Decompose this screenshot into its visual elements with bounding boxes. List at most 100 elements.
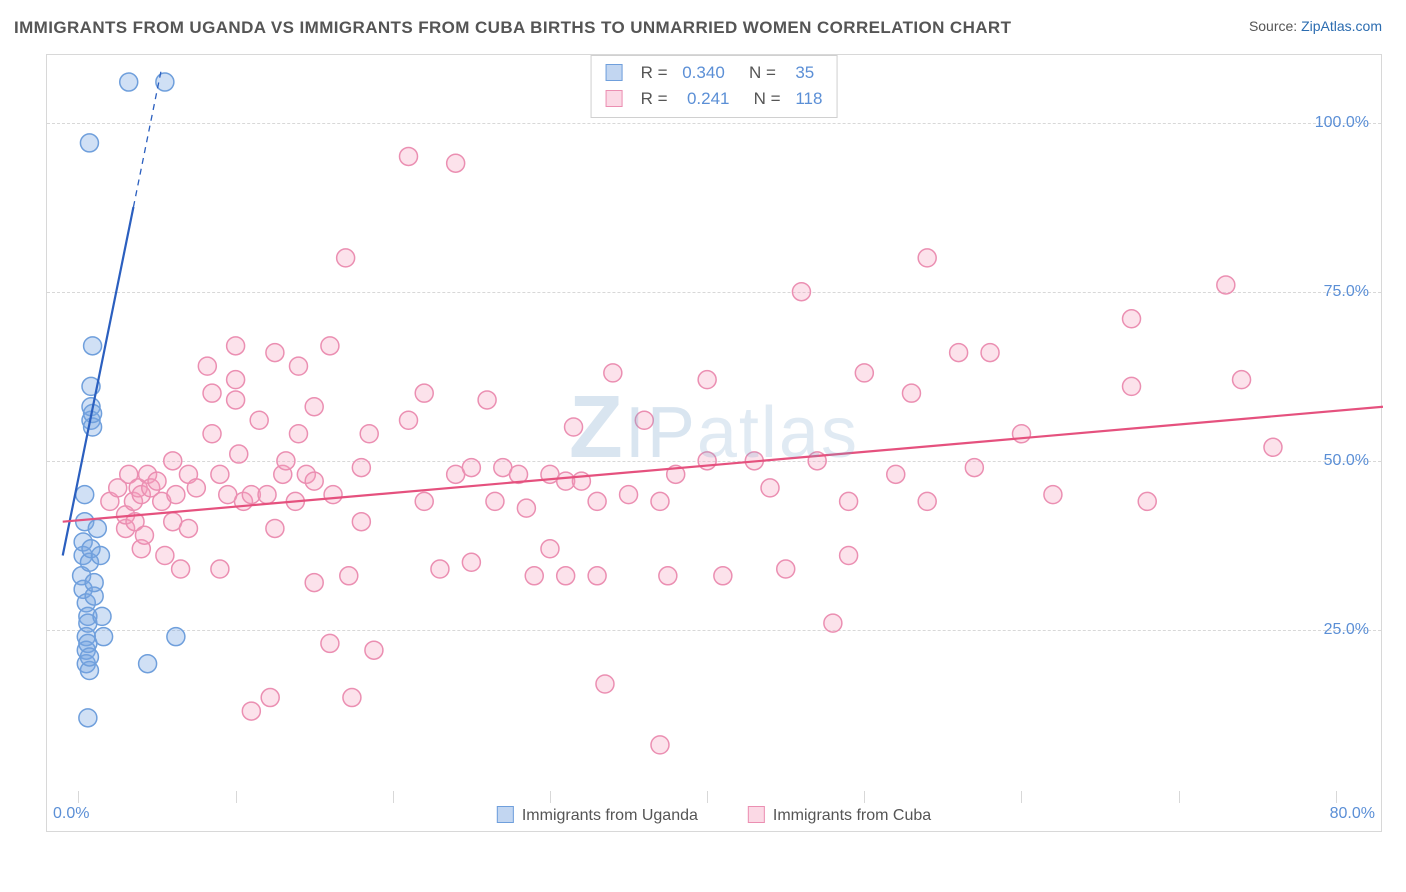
x-tick-label-left: 0.0% (53, 805, 89, 823)
scatter-point-cuba (1044, 486, 1062, 504)
r-value-cuba: 0.241 (687, 86, 730, 112)
scatter-point-cuba (164, 452, 182, 470)
scatter-point-cuba (324, 486, 342, 504)
plot-svg (47, 55, 1383, 833)
scatter-point-uganda (120, 73, 138, 91)
chart-title: IMMIGRANTS FROM UGANDA VS IMMIGRANTS FRO… (14, 18, 1011, 38)
scatter-point-cuba (305, 472, 323, 490)
scatter-point-cuba (588, 567, 606, 585)
scatter-point-cuba (557, 567, 575, 585)
scatter-point-cuba (431, 560, 449, 578)
scatter-point-cuba (604, 364, 622, 382)
scatter-point-cuba (352, 459, 370, 477)
scatter-point-cuba (698, 371, 716, 389)
scatter-point-cuba (179, 519, 197, 537)
swatch-cuba (606, 90, 623, 107)
scatter-point-cuba (305, 398, 323, 416)
scatter-point-cuba (950, 344, 968, 362)
scatter-point-cuba (337, 249, 355, 267)
scatter-point-cuba (250, 411, 268, 429)
legend-swatch-cuba (748, 806, 765, 823)
scatter-point-uganda (80, 134, 98, 152)
scatter-point-cuba (400, 411, 418, 429)
bottom-legend: Immigrants from Uganda Immigrants from C… (497, 806, 931, 825)
scatter-point-cuba (918, 249, 936, 267)
legend-item-cuba: Immigrants from Cuba (748, 806, 931, 825)
scatter-point-cuba (840, 547, 858, 565)
legend-item-uganda: Immigrants from Uganda (497, 806, 698, 825)
scatter-point-cuba (565, 418, 583, 436)
scatter-point-cuba (588, 492, 606, 510)
scatter-point-cuba (167, 486, 185, 504)
scatter-point-cuba (1233, 371, 1251, 389)
scatter-point-cuba (1217, 276, 1235, 294)
scatter-point-cuba (227, 391, 245, 409)
scatter-point-cuba (840, 492, 858, 510)
scatter-point-cuba (135, 526, 153, 544)
scatter-point-uganda (84, 337, 102, 355)
scatter-point-cuba (400, 147, 418, 165)
scatter-point-cuba (541, 540, 559, 558)
scatter-point-uganda (91, 547, 109, 565)
scatter-point-cuba (478, 391, 496, 409)
scatter-point-uganda (88, 519, 106, 537)
scatter-point-cuba (486, 492, 504, 510)
scatter-point-cuba (352, 513, 370, 531)
scatter-point-cuba (777, 560, 795, 578)
scatter-point-cuba (415, 492, 433, 510)
scatter-point-cuba (1138, 492, 1156, 510)
scatter-point-cuba (651, 736, 669, 754)
scatter-point-cuba (1012, 425, 1030, 443)
scatter-point-cuba (620, 486, 638, 504)
scatter-point-cuba (261, 689, 279, 707)
scatter-point-cuba (203, 384, 221, 402)
scatter-point-cuba (242, 702, 260, 720)
scatter-point-cuba (761, 479, 779, 497)
scatter-point-cuba (714, 567, 732, 585)
scatter-point-uganda (80, 648, 98, 666)
scatter-point-cuba (227, 371, 245, 389)
scatter-point-cuba (887, 465, 905, 483)
scatter-point-cuba (266, 519, 284, 537)
scatter-point-cuba (172, 560, 190, 578)
source-prefix: Source: (1249, 18, 1301, 34)
x-tick-label-right: 80.0% (1330, 805, 1375, 823)
scatter-point-cuba (321, 634, 339, 652)
scatter-point-cuba (156, 547, 174, 565)
scatter-point-cuba (659, 567, 677, 585)
trendline-uganda (63, 207, 134, 556)
scatter-point-cuba (148, 472, 166, 490)
source-attribution: Source: ZipAtlas.com (1249, 18, 1382, 34)
scatter-point-cuba (230, 445, 248, 463)
scatter-point-cuba (824, 614, 842, 632)
scatter-point-cuba (227, 337, 245, 355)
scatter-point-cuba (343, 689, 361, 707)
scatter-point-cuba (596, 675, 614, 693)
source-link[interactable]: ZipAtlas.com (1301, 18, 1382, 34)
scatter-point-cuba (321, 337, 339, 355)
scatter-point-cuba (572, 472, 590, 490)
legend-swatch-uganda (497, 806, 514, 823)
scatter-point-cuba (277, 452, 295, 470)
trendline-uganda-dashed (133, 69, 161, 207)
scatter-point-cuba (203, 425, 221, 443)
scatter-point-cuba (266, 344, 284, 362)
scatter-point-uganda (93, 607, 111, 625)
scatter-point-cuba (981, 344, 999, 362)
stats-legend: R = 0.340 N = 35 R = 0.241 N = 118 (591, 55, 838, 118)
scatter-point-cuba (855, 364, 873, 382)
scatter-point-cuba (211, 560, 229, 578)
scatter-point-cuba (635, 411, 653, 429)
scatter-point-cuba (198, 357, 216, 375)
scatter-point-uganda (95, 628, 113, 646)
scatter-point-cuba (360, 425, 378, 443)
scatter-point-cuba (289, 357, 307, 375)
scatter-point-cuba (187, 479, 205, 497)
scatter-point-cuba (211, 465, 229, 483)
scatter-point-cuba (365, 641, 383, 659)
scatter-point-cuba (792, 283, 810, 301)
scatter-point-cuba (462, 459, 480, 477)
scatter-point-cuba (1123, 377, 1141, 395)
scatter-point-cuba (1123, 310, 1141, 328)
scatter-point-uganda (79, 709, 97, 727)
